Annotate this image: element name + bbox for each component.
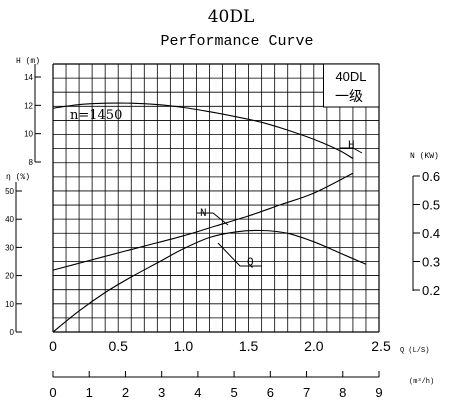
- x2-axis-label: (m³/h): [409, 378, 434, 386]
- annotations: 40DL 一级 n=1450 H N Q: [70, 63, 380, 269]
- chart-title: 40DL: [208, 7, 255, 27]
- eff-axis-tick-label: 10: [5, 300, 14, 309]
- chart-grid: [52, 63, 380, 333]
- power-axis-tick-label: 0.3: [422, 255, 440, 270]
- h-axis-tick-label: 10: [24, 130, 33, 139]
- curve-q: [52, 229, 367, 333]
- x-axis-tick-label: 2.5: [371, 338, 391, 354]
- power-axis-tick-label: 0.6: [422, 169, 440, 184]
- x2-axis-tick-label: 3: [158, 385, 165, 400]
- x-axis-tick-label: 1.0: [174, 338, 194, 354]
- h-axis-tick-label: 8: [29, 158, 34, 167]
- eff-axis-label: η (%): [6, 173, 30, 182]
- x-axis-tick-label: 0.5: [108, 338, 128, 354]
- speed-label: n=1450: [70, 108, 122, 123]
- left-axes: H (m) 8 10 12 14 η (%) 0 10 20 30 40 50: [5, 57, 41, 337]
- x2-axis-tick-label: 5: [230, 385, 237, 400]
- right-axis: N (KW) 0.2 0.3 0.4 0.5 0.6: [410, 152, 440, 298]
- power-axis-label: N (KW): [410, 152, 439, 161]
- x2-axis-tick-label: 6: [267, 385, 274, 400]
- x-axis-label: Q (L/S): [400, 347, 429, 355]
- curve-leader-q: [217, 242, 262, 267]
- x-axis-tick-label: 1.5: [239, 338, 259, 354]
- eff-axis-tick-label: 50: [5, 187, 14, 196]
- x2-axis-tick-label: 4: [194, 385, 201, 400]
- curve-label-h: H: [348, 140, 355, 152]
- x-axis-tick-label: 0: [49, 338, 57, 354]
- curve-n: [52, 172, 354, 271]
- eff-axis-tick-label: 20: [5, 272, 14, 281]
- curve-h: [52, 102, 354, 159]
- curve-label-n: N: [200, 208, 207, 220]
- x2-axis-tick-label: 0: [49, 385, 56, 400]
- x2-axis-tick-label: 7: [303, 385, 310, 400]
- curve-leader-n: [197, 212, 229, 226]
- model-box-stage: 一级: [335, 88, 363, 104]
- eff-axis-tick-label: 0: [10, 328, 15, 337]
- eff-axis-tick-label: 30: [5, 243, 14, 252]
- x2-axis-tick-label: 2: [122, 385, 129, 400]
- x2-axis: 0 1 2 3 4 5 6 7 8 9 (m³/h): [49, 371, 434, 400]
- x-axis: 0 0.5 1.0 1.5 2.0 2.5 Q (L/S): [49, 338, 429, 355]
- h-axis-tick-label: 14: [24, 73, 33, 82]
- power-axis-tick-label: 0.2: [422, 283, 440, 298]
- chart-subtitle: Performance Curve: [160, 33, 313, 50]
- curve-leader-h: [340, 147, 363, 154]
- model-box: [323, 63, 380, 108]
- power-axis-tick-label: 0.4: [422, 226, 440, 241]
- power-axis-tick-label: 0.5: [422, 198, 440, 213]
- performance-curves: [52, 102, 367, 333]
- x2-axis-tick-label: 1: [86, 385, 93, 400]
- curve-label-q: Q: [247, 257, 254, 269]
- h-axis-label: H (m): [16, 57, 40, 66]
- eff-axis-tick-label: 40: [5, 215, 14, 224]
- model-box-model: 40DL: [335, 69, 366, 84]
- x2-axis-tick-label: 9: [375, 385, 382, 400]
- x2-axis-tick-label: 8: [339, 385, 346, 400]
- x-axis-tick-label: 2.0: [304, 338, 324, 354]
- h-axis-tick-label: 12: [24, 101, 33, 110]
